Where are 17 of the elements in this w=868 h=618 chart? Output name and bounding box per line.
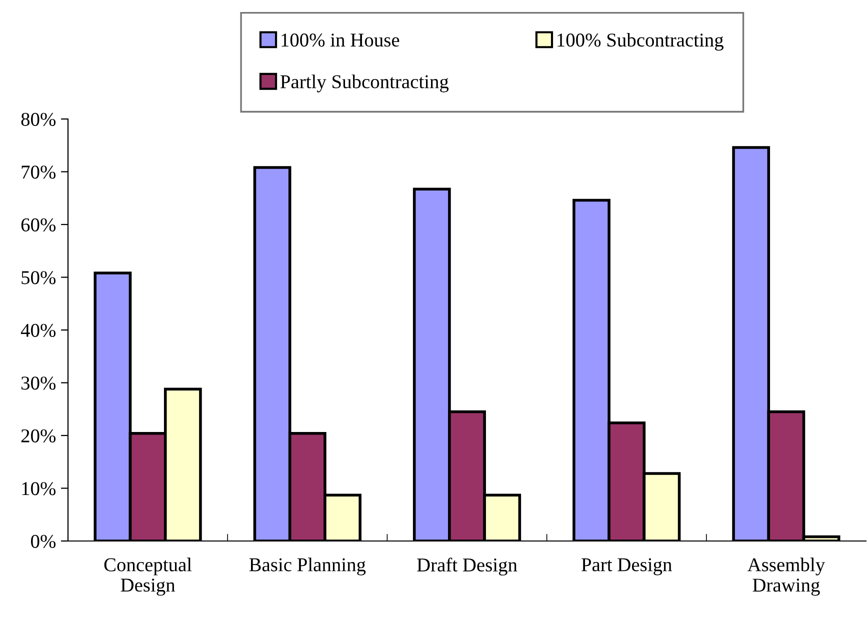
y-tick-label: 50% [22, 271, 56, 284]
x-tick-label: Conceptual Design [104, 558, 192, 596]
y-tick-label: 10% [22, 482, 56, 496]
y-tick-label: 80% [21, 112, 56, 126]
x-tick-label: Basic Planning [249, 558, 366, 576]
y-tick-label: 20% [21, 429, 56, 442]
y-tick-label: 30% [21, 376, 56, 390]
y-tick-label: 60% [21, 218, 56, 232]
x-tick-label: Assembly Drawing [748, 558, 826, 596]
y-tick-label: 40% [20, 324, 56, 337]
legend-label: Partly Subcontracting [280, 74, 449, 92]
y-tick-label: 70% [22, 166, 56, 179]
x-tick-label: Draft Design [417, 558, 518, 576]
x-tick-label: Part Design [582, 558, 672, 576]
legend-label: 100% in House [282, 34, 400, 47]
legend-label: 100% Subcontracting [558, 32, 724, 51]
y-tick-label: 0% [31, 534, 56, 548]
